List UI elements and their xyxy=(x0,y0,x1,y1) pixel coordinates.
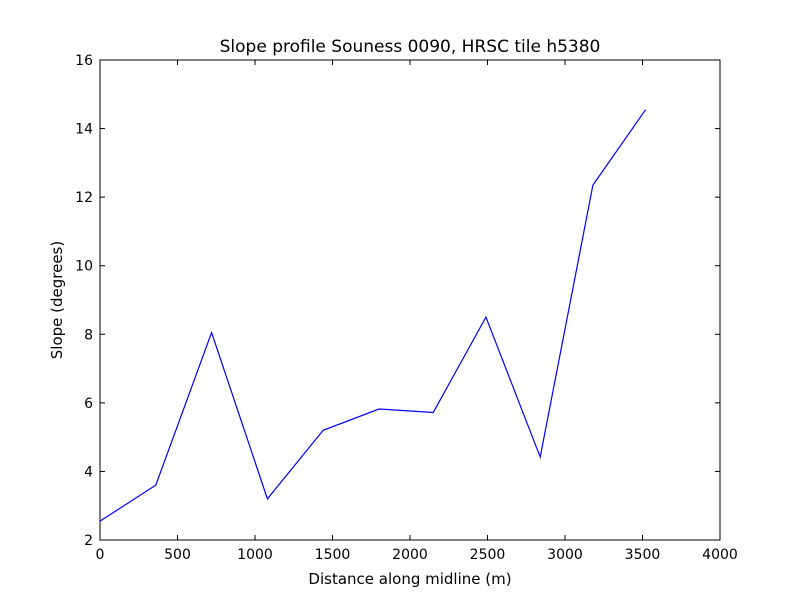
y-axis-ticks: 2 4 6 8 10 12 14 16 xyxy=(75,53,720,549)
x-tick-label: 2500 xyxy=(470,547,506,563)
plot-frame xyxy=(99,59,721,541)
x-tick-label: 2000 xyxy=(392,547,428,563)
y-tick-label: 8 xyxy=(84,327,93,343)
y-axis-label: Slope (degrees) xyxy=(48,241,66,359)
y-tick-label: 14 xyxy=(75,122,93,138)
x-tick-label: 0 xyxy=(96,547,105,563)
y-tick-label: 2 xyxy=(84,533,93,549)
x-axis-ticks: 0 500 1000 1500 2000 2500 3000 3500 4000 xyxy=(96,60,738,563)
series-layer xyxy=(99,109,647,522)
x-tick-label: 1000 xyxy=(237,547,273,563)
y-tick-label: 16 xyxy=(75,53,93,69)
slope-series-line xyxy=(99,109,647,522)
x-tick-label: 4000 xyxy=(702,547,738,563)
x-tick-label: 3500 xyxy=(625,547,661,563)
x-tick-label: 3000 xyxy=(547,547,583,563)
x-axis-label: Distance along midline (m) xyxy=(308,570,511,588)
x-tick-label: 1500 xyxy=(315,547,351,563)
x-tick-label: 500 xyxy=(164,547,191,563)
y-tick-label: 6 xyxy=(84,396,93,412)
y-tick-label: 12 xyxy=(75,190,93,206)
plot-area xyxy=(99,59,721,541)
y-tick-label: 10 xyxy=(75,259,93,275)
y-tick-label: 4 xyxy=(84,464,93,480)
chart-title: Slope profile Souness 0090, HRSC tile h5… xyxy=(220,37,601,57)
